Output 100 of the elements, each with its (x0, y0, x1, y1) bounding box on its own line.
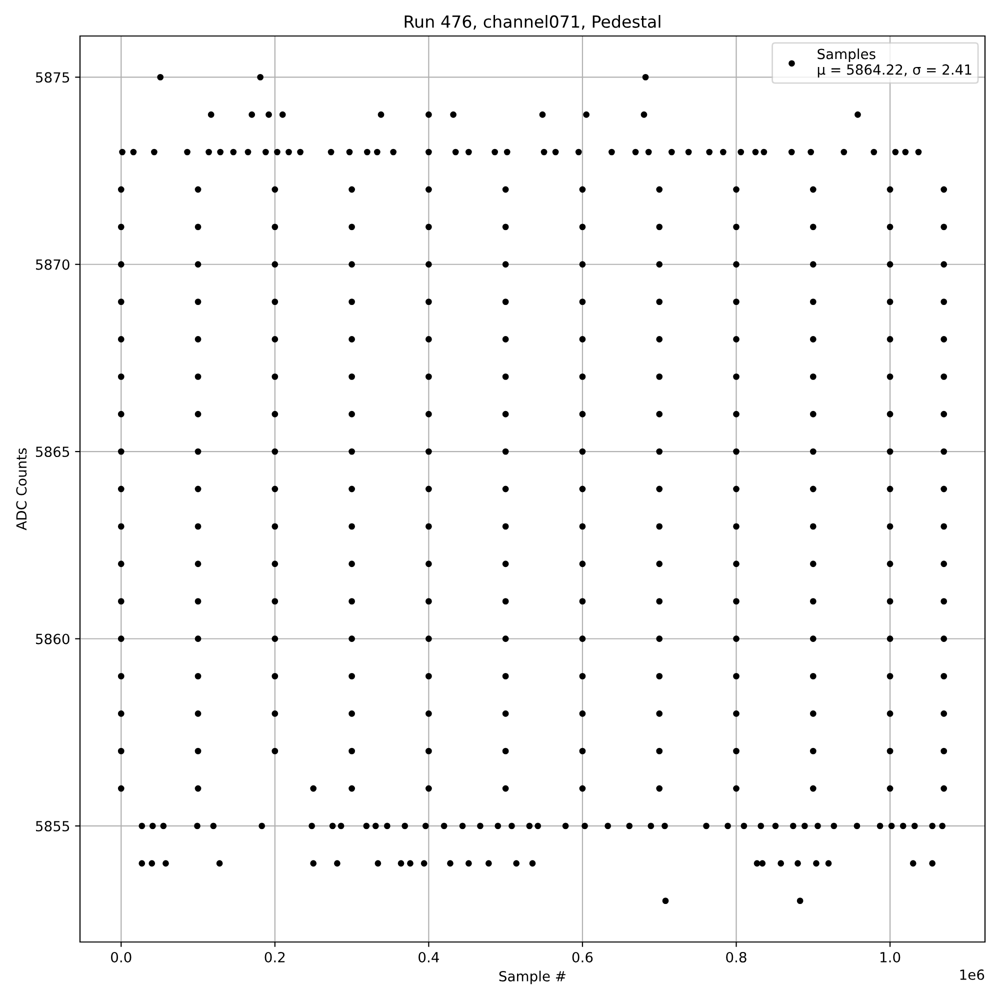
point (703, 822, 710, 830)
point (426, 148, 432, 156)
point (494, 822, 502, 830)
point (810, 785, 816, 792)
point (194, 486, 202, 492)
point (752, 148, 759, 156)
point (582, 822, 588, 830)
point (426, 186, 432, 193)
point (452, 148, 459, 156)
point (160, 822, 167, 830)
point (502, 486, 509, 492)
point (485, 860, 492, 867)
point (272, 373, 278, 380)
point (656, 186, 663, 193)
point (508, 822, 515, 830)
point (579, 672, 586, 680)
point (940, 298, 948, 306)
point (810, 336, 816, 342)
point (194, 298, 202, 306)
point (886, 410, 894, 418)
point (272, 486, 278, 492)
point (206, 148, 212, 156)
point (426, 448, 432, 455)
point (148, 860, 156, 867)
point (579, 636, 586, 642)
point (526, 822, 533, 830)
point (813, 860, 820, 867)
point (162, 860, 169, 867)
point (407, 860, 414, 867)
point (886, 186, 894, 193)
point (348, 636, 355, 642)
point (440, 822, 448, 830)
point (720, 148, 726, 156)
point (579, 710, 586, 717)
point (604, 822, 612, 830)
point (579, 336, 586, 342)
point (886, 672, 894, 680)
text: 1e6 (960, 969, 984, 980)
point (426, 748, 432, 754)
point (426, 523, 432, 530)
point (502, 448, 509, 455)
point (465, 860, 472, 867)
point (272, 748, 278, 754)
point (348, 373, 355, 380)
point (149, 822, 156, 830)
point (759, 860, 766, 867)
point (426, 560, 432, 568)
point (886, 373, 894, 380)
point (733, 560, 740, 568)
chart-title: Run 476, channel071, Pedestal (404, 15, 660, 30)
point (502, 598, 509, 605)
point (656, 636, 663, 642)
point (940, 598, 948, 605)
point (118, 373, 124, 380)
point (420, 860, 428, 867)
point (230, 148, 237, 156)
point (940, 410, 948, 418)
point (118, 523, 124, 530)
point (801, 822, 808, 830)
point (910, 860, 916, 867)
point (733, 672, 740, 680)
point (274, 148, 280, 156)
point (272, 672, 278, 680)
point (579, 373, 586, 380)
y-tick-label: 5875 (36, 72, 70, 83)
x-tick-label: 0.2 (264, 952, 285, 962)
point (426, 598, 432, 605)
point (810, 523, 816, 530)
point (685, 148, 692, 156)
point (583, 111, 590, 118)
point (808, 148, 814, 156)
point (656, 224, 663, 230)
point (656, 448, 663, 455)
x-tick-label: 0.4 (418, 952, 439, 962)
point (810, 710, 816, 717)
point (118, 636, 124, 642)
point (886, 448, 894, 455)
point (579, 410, 586, 418)
point (579, 261, 586, 268)
point (184, 148, 190, 156)
point (348, 448, 355, 455)
point (272, 448, 278, 455)
x-tick-label: 0.0 (111, 952, 132, 962)
point (502, 710, 509, 717)
y-tick-label: 5855 (36, 820, 70, 832)
point (426, 486, 432, 492)
point (888, 822, 895, 830)
point (402, 822, 408, 830)
point (374, 148, 380, 156)
point (632, 148, 639, 156)
point (257, 74, 264, 80)
point (810, 672, 816, 680)
point (758, 822, 764, 830)
y-tick-label: 5870 (36, 259, 70, 270)
point (929, 822, 936, 830)
point (348, 336, 355, 342)
point (656, 373, 663, 380)
point (348, 710, 355, 717)
point (450, 111, 456, 118)
point (217, 148, 224, 156)
